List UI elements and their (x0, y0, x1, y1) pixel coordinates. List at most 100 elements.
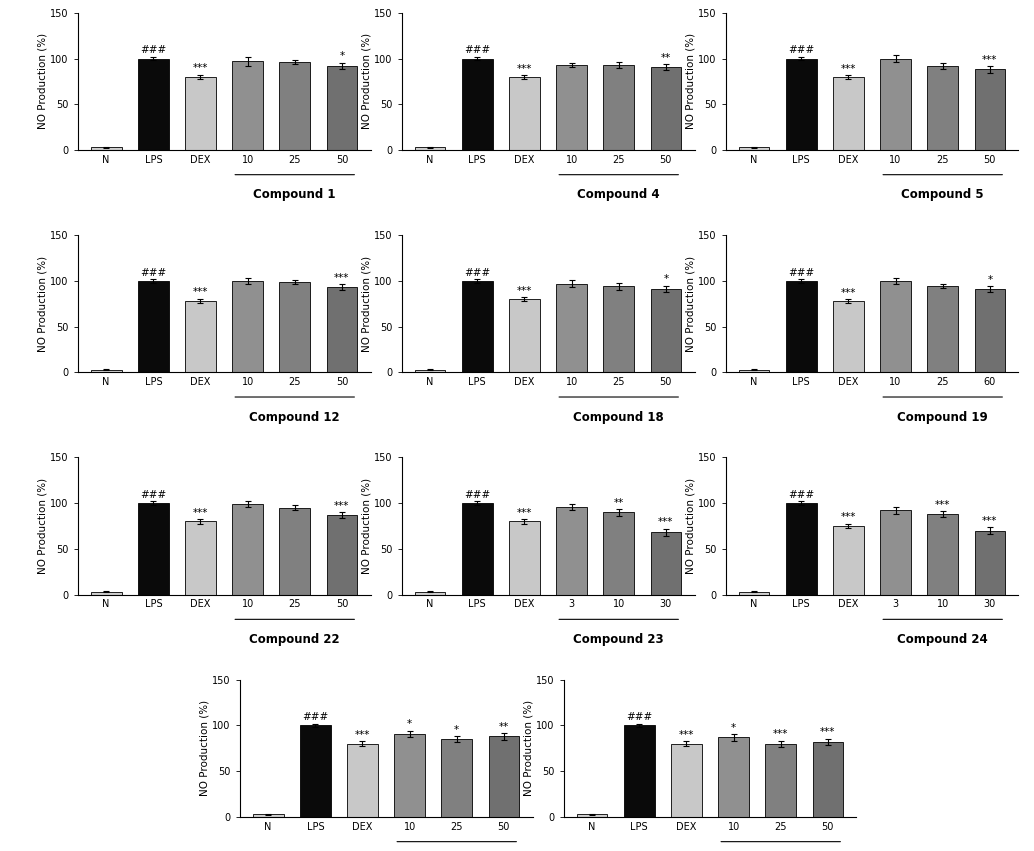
Bar (488, 736, 519, 817)
Bar (138, 59, 169, 150)
Text: *: * (454, 724, 459, 734)
Text: Compound 18: Compound 18 (573, 411, 664, 424)
Text: ###: ### (141, 45, 166, 55)
Bar (786, 281, 817, 372)
Text: ***: *** (517, 286, 533, 296)
Text: ***: *** (659, 517, 673, 528)
Text: ***: *** (982, 55, 998, 65)
Bar (604, 65, 634, 150)
Bar (279, 282, 310, 372)
Text: ***: *** (982, 516, 998, 526)
Bar (739, 369, 769, 372)
Text: Compound 12: Compound 12 (249, 411, 340, 424)
Bar (974, 289, 1005, 372)
Y-axis label: NO Production (%): NO Production (%) (523, 700, 534, 797)
Text: ###: ### (302, 712, 329, 722)
Bar (327, 515, 357, 595)
Bar (91, 147, 122, 150)
Text: ###: ### (464, 490, 490, 500)
Bar (509, 299, 540, 372)
Bar (347, 744, 377, 817)
Bar (880, 281, 911, 372)
Text: ###: ### (627, 712, 652, 722)
Y-axis label: NO Production (%): NO Production (%) (686, 478, 695, 574)
Text: ***: *** (355, 730, 370, 740)
Bar (833, 301, 863, 372)
Text: ***: *** (935, 500, 950, 510)
Bar (739, 147, 769, 150)
Text: Compound 19: Compound 19 (898, 411, 989, 424)
Bar (833, 526, 863, 595)
Bar (442, 740, 473, 817)
Bar (604, 512, 634, 595)
Bar (880, 511, 911, 595)
Bar (927, 514, 959, 595)
Text: ***: *** (841, 288, 856, 298)
Text: ***: *** (517, 508, 533, 517)
Text: *: * (407, 719, 413, 729)
Bar (394, 734, 425, 817)
Text: ***: *** (820, 728, 835, 737)
Y-axis label: NO Production (%): NO Production (%) (37, 255, 48, 351)
Y-axis label: NO Production (%): NO Production (%) (200, 700, 209, 797)
Y-axis label: NO Production (%): NO Production (%) (361, 33, 371, 129)
Y-axis label: NO Production (%): NO Production (%) (686, 33, 695, 129)
Bar (233, 61, 263, 150)
Bar (974, 70, 1005, 150)
Text: ###: ### (141, 490, 166, 500)
Bar (624, 725, 655, 817)
Text: ###: ### (788, 45, 815, 55)
Bar (577, 814, 608, 817)
Text: Compound 23: Compound 23 (574, 633, 664, 646)
Bar (91, 592, 122, 595)
Text: *: * (731, 722, 736, 733)
Bar (185, 77, 216, 150)
Text: ***: *** (192, 63, 208, 73)
Text: ###: ### (464, 45, 490, 55)
Text: ###: ### (464, 267, 490, 277)
Text: Compound 24: Compound 24 (898, 633, 989, 646)
Text: Compound 1: Compound 1 (253, 188, 336, 202)
Text: ***: *** (773, 729, 788, 740)
Text: **: ** (613, 498, 624, 508)
Bar (927, 66, 959, 150)
Text: **: ** (498, 722, 509, 732)
Text: ###: ### (141, 267, 166, 277)
Text: ***: *** (841, 512, 856, 523)
Bar (650, 289, 681, 372)
Text: *: * (663, 275, 668, 284)
Bar (462, 503, 492, 595)
Text: ***: *** (678, 730, 694, 740)
Bar (415, 592, 446, 595)
Y-axis label: NO Production (%): NO Production (%) (361, 255, 371, 351)
Bar (233, 504, 263, 595)
Bar (279, 62, 310, 150)
Bar (279, 508, 310, 595)
Bar (185, 522, 216, 595)
Bar (786, 59, 817, 150)
Bar (650, 533, 681, 595)
Bar (509, 522, 540, 595)
Text: Compound 5: Compound 5 (902, 188, 984, 202)
Text: ***: *** (334, 273, 349, 283)
Bar (253, 814, 283, 817)
Y-axis label: NO Production (%): NO Production (%) (686, 255, 695, 351)
Bar (462, 59, 492, 150)
Bar (604, 286, 634, 372)
Bar (880, 59, 911, 150)
Bar (927, 286, 959, 372)
Y-axis label: NO Production (%): NO Production (%) (361, 478, 371, 574)
Y-axis label: NO Production (%): NO Production (%) (37, 478, 48, 574)
Text: *: * (987, 275, 993, 285)
Text: ***: *** (192, 288, 208, 297)
Bar (327, 288, 357, 372)
Bar (650, 67, 681, 150)
Bar (233, 281, 263, 372)
Bar (833, 77, 863, 150)
Bar (509, 77, 540, 150)
Text: ###: ### (788, 267, 815, 277)
Bar (556, 283, 587, 372)
Bar (813, 742, 843, 817)
Bar (138, 281, 169, 372)
Bar (185, 301, 216, 372)
